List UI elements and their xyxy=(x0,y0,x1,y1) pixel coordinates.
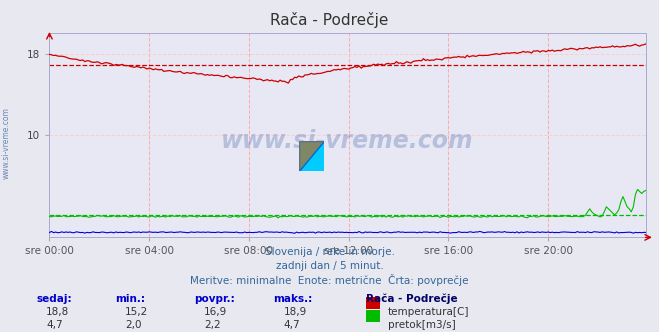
Text: maks.:: maks.: xyxy=(273,294,313,304)
Text: min.:: min.: xyxy=(115,294,146,304)
Text: 15,2: 15,2 xyxy=(125,307,148,317)
Text: 2,0: 2,0 xyxy=(125,320,142,330)
Polygon shape xyxy=(299,141,324,171)
Text: 4,7: 4,7 xyxy=(283,320,300,330)
Text: Slovenija / reke in morje.: Slovenija / reke in morje. xyxy=(264,247,395,257)
Text: 16,9: 16,9 xyxy=(204,307,227,317)
Text: www.si-vreme.com: www.si-vreme.com xyxy=(221,129,474,153)
Text: sedaj:: sedaj: xyxy=(36,294,72,304)
Text: povpr.:: povpr.: xyxy=(194,294,235,304)
Polygon shape xyxy=(299,141,324,171)
Text: Meritve: minimalne  Enote: metrične  Črta: povprečje: Meritve: minimalne Enote: metrične Črta:… xyxy=(190,274,469,286)
Text: Rača - Podrečje: Rača - Podrečje xyxy=(270,12,389,28)
Text: 2,2: 2,2 xyxy=(204,320,221,330)
Text: temperatura[C]: temperatura[C] xyxy=(388,307,470,317)
Text: 18,9: 18,9 xyxy=(283,307,306,317)
Text: zadnji dan / 5 minut.: zadnji dan / 5 minut. xyxy=(275,261,384,271)
Text: 18,8: 18,8 xyxy=(46,307,69,317)
Text: pretok[m3/s]: pretok[m3/s] xyxy=(388,320,456,330)
Text: Rača - Podrečje: Rača - Podrečje xyxy=(366,294,457,304)
Text: 4,7: 4,7 xyxy=(46,320,63,330)
Text: www.si-vreme.com: www.si-vreme.com xyxy=(2,107,11,179)
